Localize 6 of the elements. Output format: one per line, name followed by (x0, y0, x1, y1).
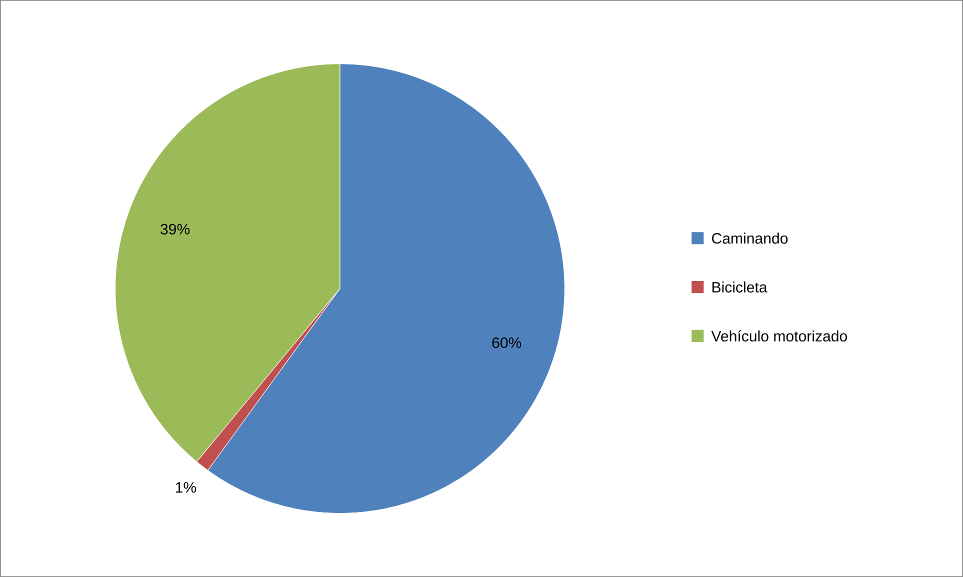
data-label: 60% (492, 337, 522, 348)
data-label: 39% (160, 224, 190, 234)
legend-label: Vehículo motorizado (711, 330, 848, 342)
data-label: 1% (176, 482, 196, 493)
legend-label: Bicicleta (712, 281, 768, 293)
legend-label: Caminando (712, 232, 788, 244)
